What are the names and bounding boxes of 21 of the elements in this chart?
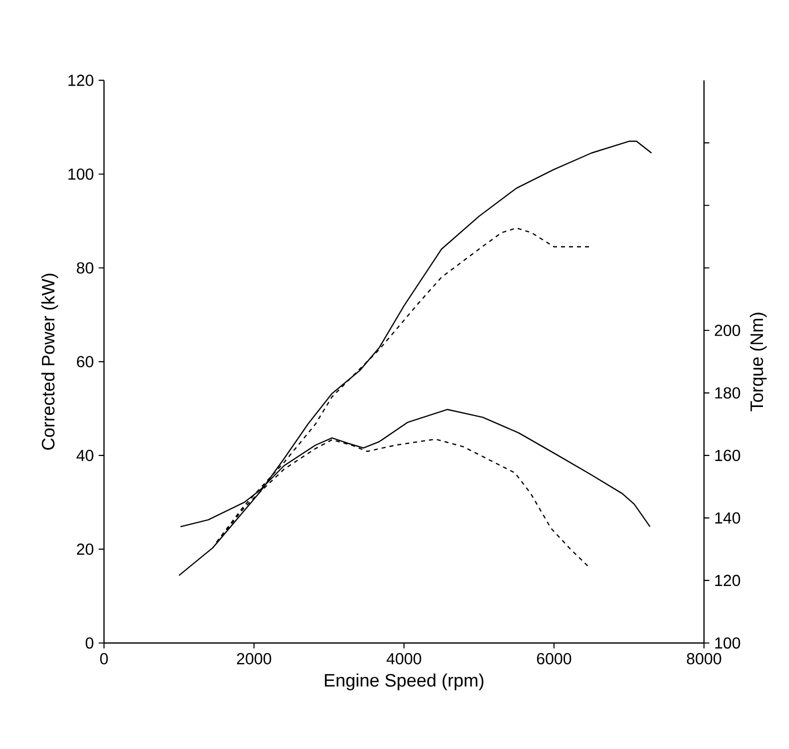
y2-tick-label: 200	[714, 324, 740, 336]
y-tick-label: 60	[76, 356, 94, 368]
y2-tick-label: 180	[715, 387, 740, 399]
y2-tick-label: 140	[715, 512, 740, 524]
y2-tick-label: 120	[715, 574, 740, 586]
y2-tick-label: 100	[715, 637, 740, 649]
y2-axis-title: Torque (Nm)	[750, 312, 767, 412]
y-axis-title: Corrected Power (kW)	[41, 274, 58, 450]
x-tick-label: 4000	[386, 653, 422, 664]
x-tick-label: 2000	[237, 653, 272, 664]
y-tick-label: 80	[76, 262, 94, 274]
y-tick-label: 0	[86, 637, 94, 649]
x-tick-label: 0	[100, 653, 108, 664]
y-tick-label: 20	[76, 544, 94, 555]
y2-tick-label: 160	[715, 450, 740, 462]
x-axis-title: Engine Speed (rpm)	[324, 674, 484, 690]
y-tick-label: 120	[68, 74, 94, 86]
y-tick-label: 40	[76, 450, 94, 462]
y-tick-label: 100	[68, 168, 94, 180]
x-tick-label: 8000	[686, 653, 722, 664]
x-tick-label: 6000	[537, 653, 572, 664]
